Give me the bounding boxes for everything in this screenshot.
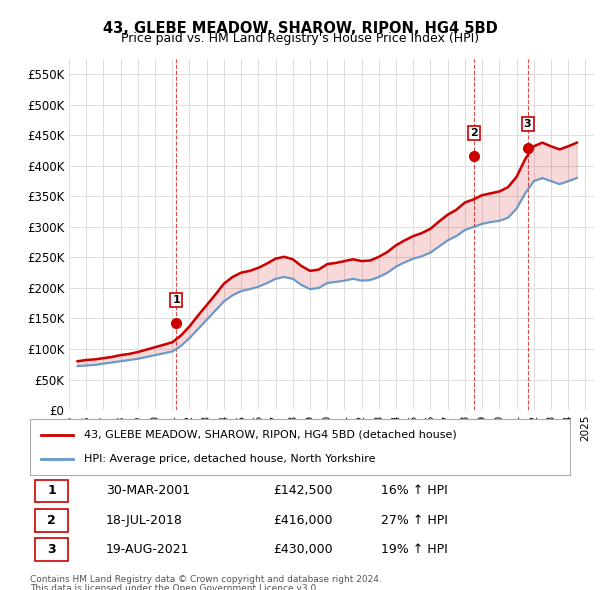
Text: Contains HM Land Registry data © Crown copyright and database right 2024.: Contains HM Land Registry data © Crown c… (30, 575, 382, 584)
Text: 19% ↑ HPI: 19% ↑ HPI (381, 543, 448, 556)
Text: 1: 1 (172, 295, 180, 304)
Text: This data is licensed under the Open Government Licence v3.0.: This data is licensed under the Open Gov… (30, 584, 319, 590)
FancyBboxPatch shape (35, 538, 68, 561)
Text: 30-MAR-2001: 30-MAR-2001 (106, 484, 190, 497)
Text: 19-AUG-2021: 19-AUG-2021 (106, 543, 189, 556)
Text: 43, GLEBE MEADOW, SHAROW, RIPON, HG4 5BD (detached house): 43, GLEBE MEADOW, SHAROW, RIPON, HG4 5BD… (84, 430, 457, 440)
Text: 43, GLEBE MEADOW, SHAROW, RIPON, HG4 5BD: 43, GLEBE MEADOW, SHAROW, RIPON, HG4 5BD (103, 21, 497, 35)
Text: 3: 3 (524, 119, 532, 129)
Text: 2: 2 (47, 514, 56, 527)
Text: 3: 3 (47, 543, 56, 556)
Text: 2: 2 (470, 128, 478, 137)
Text: 1: 1 (47, 484, 56, 497)
Text: 18-JUL-2018: 18-JUL-2018 (106, 514, 182, 527)
Text: 16% ↑ HPI: 16% ↑ HPI (381, 484, 448, 497)
Text: Price paid vs. HM Land Registry's House Price Index (HPI): Price paid vs. HM Land Registry's House … (121, 32, 479, 45)
Text: £430,000: £430,000 (273, 543, 332, 556)
Text: £142,500: £142,500 (273, 484, 332, 497)
Text: HPI: Average price, detached house, North Yorkshire: HPI: Average price, detached house, Nort… (84, 454, 376, 464)
Text: £416,000: £416,000 (273, 514, 332, 527)
FancyBboxPatch shape (35, 509, 68, 532)
Text: 27% ↑ HPI: 27% ↑ HPI (381, 514, 448, 527)
FancyBboxPatch shape (35, 480, 68, 503)
FancyBboxPatch shape (30, 419, 570, 475)
